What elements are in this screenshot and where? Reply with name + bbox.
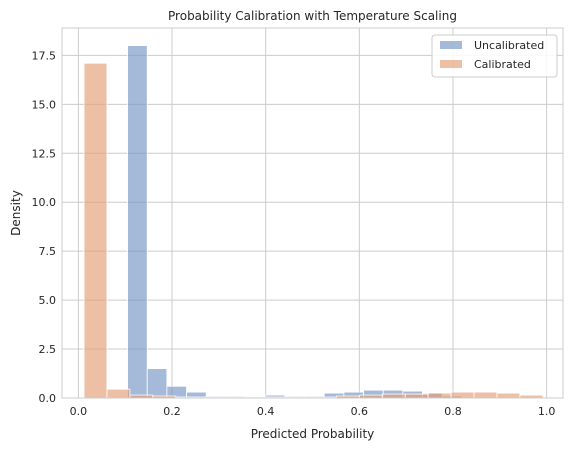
histogram-bar-calibrated [381,393,406,399]
plot-frame [61,27,564,399]
x-tick-label: 1.0 [538,405,556,418]
histogram-bar-calibrated [473,391,498,399]
legend-label-uncalibrated: Uncalibrated [474,39,544,52]
y-axis-label: Density [9,190,23,236]
legend-swatch-uncalibrated [440,41,462,49]
legend-label-calibrated: Calibrated [474,58,531,71]
y-tick-label: 15.0 [32,98,57,111]
histogram-bar-calibrated [450,391,475,399]
y-tick-label: 7.5 [39,245,57,258]
histogram-bar-calibrated [106,388,131,399]
y-tick-label: 0.0 [39,392,57,405]
y-tick-label: 12.5 [32,147,57,160]
legend-swatch-calibrated [440,60,462,68]
histogram-bar-uncalibrated [127,45,148,399]
y-tick-label: 5.0 [39,294,57,307]
y-tick-label: 2.5 [39,343,57,356]
histogram-bar-calibrated [404,393,429,399]
legend: Uncalibrated Calibrated [431,34,558,78]
x-tick-label: 0.2 [163,405,181,418]
x-tick-label: 0.6 [351,405,369,418]
ticks-layer: 0.0 0.2 0.4 0.6 0.8 1.0 0.0 2.5 5.0 7.5 10.0 12.5 15… [32,49,556,418]
y-tick-label: 17.5 [32,49,57,62]
y-tick-label: 10.0 [32,196,57,209]
legend-box [431,34,558,78]
histogram-bar-calibrated [427,392,452,399]
x-tick-label: 0.8 [444,405,462,418]
histogram-bar-calibrated [83,62,108,399]
histogram-bar-calibrated [496,392,521,399]
x-tick-label: 0.0 [70,405,88,418]
chart-title: Probability Calibration with Temperature… [168,9,457,23]
x-tick-label: 0.4 [257,405,275,418]
x-axis-label: Predicted Probability [251,427,375,441]
histogram-bar-uncalibrated [146,368,168,399]
